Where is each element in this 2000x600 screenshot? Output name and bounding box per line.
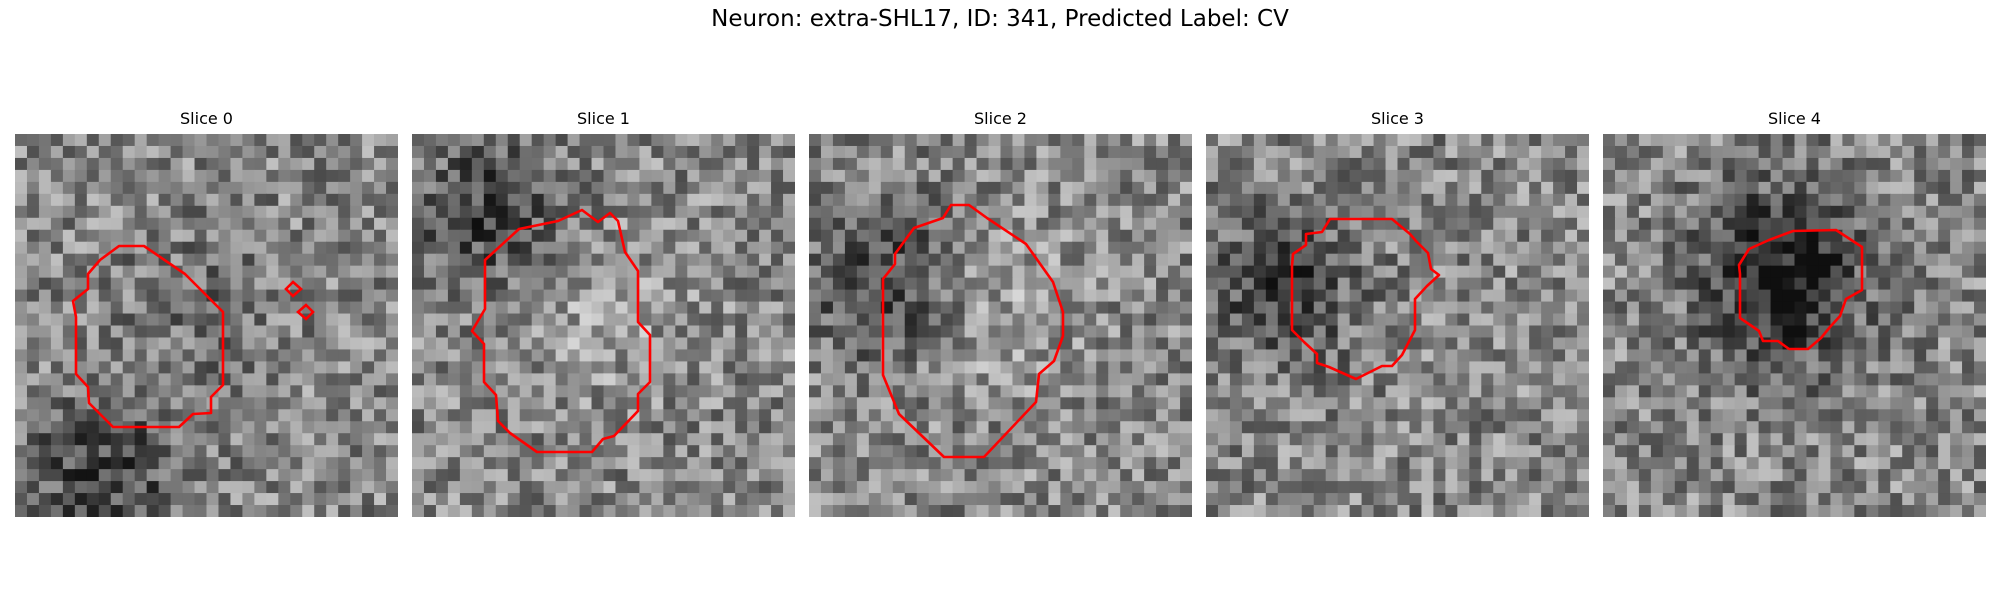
pixel-grid <box>809 134 1192 517</box>
slice-title: Slice 3 <box>1206 109 1589 128</box>
figure-title: Neuron: extra-SHL17, ID: 341, Predicted … <box>0 6 2000 32</box>
pixel-grid <box>1603 134 1986 517</box>
slice-image-1 <box>412 134 795 517</box>
slice-image-3 <box>1206 134 1589 517</box>
slice-image-2 <box>809 134 1192 517</box>
slice-image-4 <box>1603 134 1986 517</box>
slice-title: Slice 2 <box>809 109 1192 128</box>
pixel-grid <box>15 134 398 517</box>
pixel-grid <box>412 134 795 517</box>
slice-title: Slice 4 <box>1603 109 1986 128</box>
slice-title: Slice 1 <box>412 109 795 128</box>
slice-title: Slice 0 <box>15 109 398 128</box>
slice-image-0 <box>15 134 398 517</box>
pixel-grid <box>1206 134 1589 517</box>
